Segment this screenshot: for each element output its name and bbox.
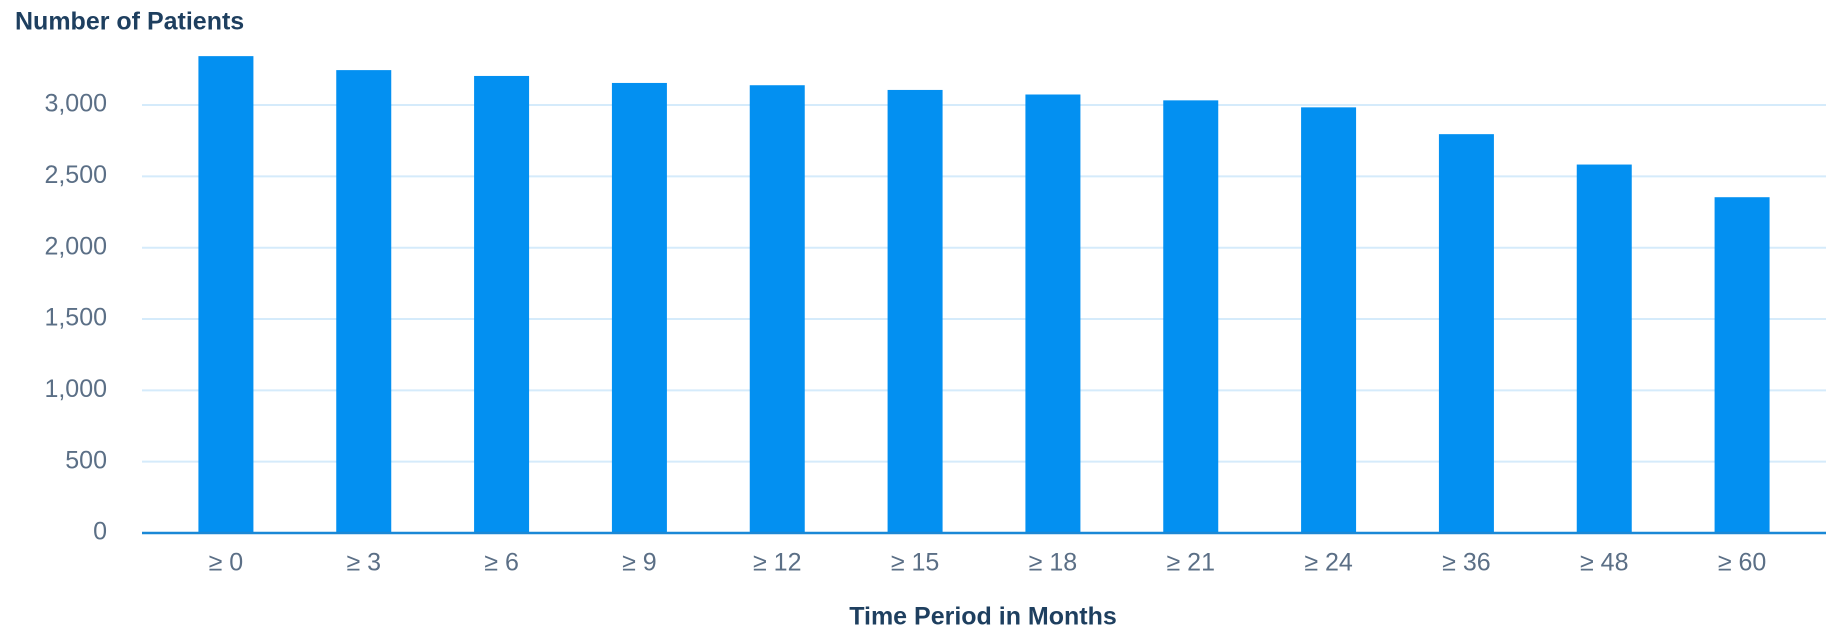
y-tick-label: 0 [93, 518, 107, 546]
y-tick-label: 2,000 [44, 232, 107, 260]
x-tick-label: ≥ 48 [1580, 549, 1628, 577]
bar [474, 75, 530, 533]
x-tick-label: ≥ 24 [1304, 549, 1353, 577]
x-axis-title: Time Period in Months [849, 603, 1117, 631]
bar [198, 56, 254, 533]
y-tick-label: 2,500 [44, 161, 107, 189]
bar [1714, 197, 1770, 534]
chart-title: Number of Patients [15, 8, 244, 36]
y-tick-label: 500 [65, 446, 107, 474]
x-tick-label: ≥ 15 [891, 549, 939, 577]
x-tick-label: ≥ 21 [1167, 549, 1215, 577]
x-tick-label: ≥ 18 [1029, 549, 1077, 577]
bar [336, 70, 392, 533]
bar [887, 89, 943, 533]
y-tick-label: 1,000 [44, 375, 107, 403]
x-tick-label: ≥ 9 [622, 549, 657, 577]
bar [1025, 94, 1081, 534]
bar [1438, 134, 1494, 534]
x-tick-label: ≥ 36 [1442, 549, 1490, 577]
x-tick-label: ≥ 60 [1718, 549, 1766, 577]
x-tick-label: ≥ 6 [484, 549, 519, 577]
y-tick-label: 1,500 [44, 304, 107, 332]
bar [611, 82, 667, 533]
x-tick-label: ≥ 12 [753, 549, 801, 577]
bar [1163, 100, 1219, 533]
x-tick-label: ≥ 3 [346, 549, 381, 577]
x-tick-label: ≥ 0 [209, 549, 244, 577]
bar [1301, 107, 1357, 533]
bar [749, 85, 805, 533]
y-tick-label: 3,000 [44, 90, 107, 118]
bar [1576, 164, 1632, 533]
